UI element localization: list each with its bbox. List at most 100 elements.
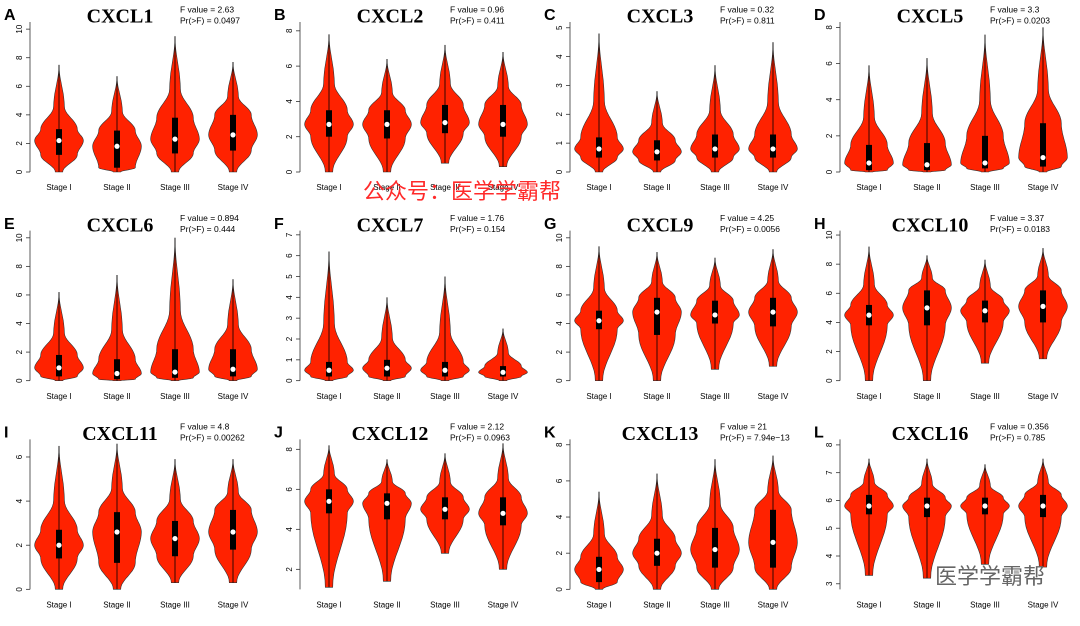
median bbox=[712, 312, 718, 318]
y-tick-label: 6 bbox=[825, 291, 834, 296]
x-tick-label: Stage IV bbox=[488, 183, 519, 192]
f-value: F value = 21 bbox=[720, 422, 767, 432]
y-tick-label: 2 bbox=[555, 349, 564, 354]
x-tick-label: Stage II bbox=[373, 600, 401, 609]
x-tick-label: Stage III bbox=[700, 600, 730, 609]
x-tick-label: Stage III bbox=[430, 392, 460, 401]
y-tick-label: 4 bbox=[15, 321, 24, 326]
y-tick-label: 4 bbox=[555, 321, 564, 326]
x-tick-label: Stage I bbox=[46, 600, 71, 609]
y-tick-label: 6 bbox=[825, 61, 834, 66]
chart-title: CXCL6 bbox=[87, 214, 154, 236]
median bbox=[712, 146, 718, 152]
f-value: F value = 2.12 bbox=[450, 422, 504, 432]
x-tick-label: Stage IV bbox=[758, 600, 789, 609]
y-tick-label: 4 bbox=[825, 553, 834, 558]
x-tick-label: Stage III bbox=[160, 600, 190, 609]
box bbox=[924, 143, 930, 171]
y-tick-label: 4 bbox=[555, 54, 564, 59]
box bbox=[770, 509, 776, 568]
x-tick-label: Stage IV bbox=[1028, 183, 1059, 192]
y-tick-label: 2 bbox=[285, 567, 294, 572]
median bbox=[500, 121, 506, 127]
y-tick-label: 4 bbox=[825, 320, 834, 325]
y-tick-label: 7 bbox=[285, 232, 294, 237]
median bbox=[384, 365, 390, 371]
p-value: Pr(>F) = 0.411 bbox=[450, 15, 505, 25]
y-tick-label: 6 bbox=[285, 487, 294, 492]
median bbox=[982, 160, 988, 166]
f-value: F value = 0.96 bbox=[450, 4, 504, 14]
median bbox=[326, 121, 332, 127]
x-tick-label: Stage III bbox=[430, 183, 460, 192]
y-tick-label: 0 bbox=[825, 169, 834, 174]
y-tick-label: 3 bbox=[285, 315, 294, 320]
median bbox=[56, 137, 62, 144]
y-tick-label: 1 bbox=[555, 140, 564, 145]
panel-letter: H bbox=[814, 216, 826, 233]
median bbox=[442, 367, 448, 373]
median bbox=[596, 566, 602, 573]
x-tick-label: Stage I bbox=[316, 392, 341, 401]
median bbox=[596, 146, 602, 152]
panel-letter: C bbox=[544, 7, 556, 24]
x-tick-label: Stage IV bbox=[218, 600, 249, 609]
x-tick-label: Stage I bbox=[856, 392, 881, 401]
y-tick-label: 2 bbox=[555, 550, 564, 555]
median bbox=[596, 318, 602, 324]
median bbox=[230, 366, 236, 372]
panel-letter: E bbox=[4, 216, 15, 233]
chart-title: CXCL10 bbox=[892, 214, 969, 236]
y-tick-label: 0 bbox=[825, 378, 834, 383]
panel-letter: G bbox=[544, 216, 556, 233]
median bbox=[230, 132, 236, 138]
y-tick-label: 6 bbox=[15, 454, 24, 459]
y-tick-label: 2 bbox=[15, 542, 24, 547]
median bbox=[172, 369, 178, 375]
x-tick-label: Stage III bbox=[160, 183, 190, 192]
median bbox=[924, 162, 930, 168]
x-tick-label: Stage IV bbox=[488, 392, 519, 401]
f-value: F value = 0.32 bbox=[720, 4, 774, 14]
x-tick-label: Stage III bbox=[700, 183, 730, 192]
panel: D CXCL5 F value = 3.3Pr(>F) = 0.0203 0 2 4 6 8 S… bbox=[814, 4, 1068, 192]
box bbox=[982, 135, 988, 169]
panel-letter: B bbox=[274, 7, 286, 24]
x-tick-label: Stage I bbox=[316, 183, 341, 192]
median bbox=[770, 539, 776, 545]
p-value: Pr(>F) = 0.154 bbox=[450, 224, 506, 234]
y-tick-label: 2 bbox=[825, 133, 834, 138]
y-tick-label: 4 bbox=[285, 295, 294, 300]
f-value: F value = 1.76 bbox=[450, 213, 504, 223]
y-tick-label: 8 bbox=[285, 28, 294, 33]
x-tick-label: Stage II bbox=[643, 392, 671, 401]
y-tick-label: 8 bbox=[15, 264, 24, 269]
y-tick-label: 0 bbox=[15, 378, 24, 383]
median bbox=[982, 308, 988, 314]
y-tick-label: 6 bbox=[15, 84, 24, 89]
x-tick-label: Stage II bbox=[103, 600, 131, 609]
x-tick-label: Stage I bbox=[586, 392, 611, 401]
chart-title: CXCL16 bbox=[892, 423, 969, 445]
x-tick-label: Stage II bbox=[103, 183, 131, 192]
x-tick-label: Stage I bbox=[856, 183, 881, 192]
y-tick-label: 6 bbox=[555, 478, 564, 483]
box bbox=[230, 349, 236, 377]
y-tick-label: 8 bbox=[825, 25, 834, 30]
f-value: F value = 3.37 bbox=[990, 213, 1044, 223]
panel-letter: J bbox=[274, 425, 283, 442]
x-tick-label: Stage IV bbox=[218, 183, 249, 192]
f-value: F value = 4.25 bbox=[720, 213, 774, 223]
p-value: Pr(>F) = 0.0497 bbox=[180, 15, 240, 25]
x-tick-label: Stage II bbox=[913, 183, 941, 192]
y-tick-label: 0 bbox=[555, 169, 564, 174]
x-tick-label: Stage IV bbox=[1028, 600, 1059, 609]
y-tick-label: 8 bbox=[555, 264, 564, 269]
p-value: Pr(>F) = 0.811 bbox=[720, 15, 775, 25]
x-tick-label: Stage I bbox=[586, 183, 611, 192]
box bbox=[500, 104, 506, 137]
y-tick-label: 6 bbox=[555, 292, 564, 297]
y-tick-label: 10 bbox=[15, 233, 24, 242]
